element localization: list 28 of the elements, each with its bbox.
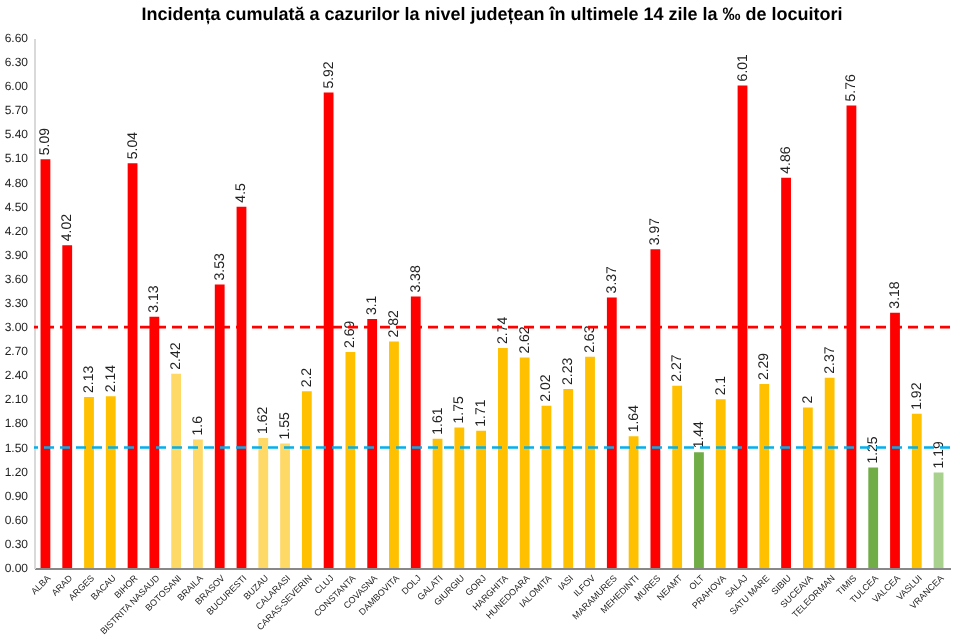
- bar: [802, 407, 813, 568]
- bar: [280, 443, 290, 568]
- bar: [476, 430, 487, 568]
- bar: [824, 377, 835, 568]
- bar: [193, 439, 203, 568]
- bar: [694, 452, 704, 568]
- bar: [519, 357, 530, 568]
- bar: [171, 373, 182, 568]
- bar: [585, 356, 595, 568]
- bar: [563, 388, 574, 568]
- bar: [628, 436, 639, 568]
- bar: [933, 472, 944, 568]
- bar: [868, 467, 879, 568]
- bar: [759, 384, 770, 568]
- bar: [432, 438, 443, 568]
- bar: [345, 351, 356, 568]
- bar: [454, 427, 465, 568]
- bar: [911, 413, 922, 568]
- bar: [497, 347, 508, 568]
- bar: [541, 405, 552, 568]
- bar: [715, 399, 726, 568]
- bar: [258, 437, 269, 568]
- bar: [84, 396, 94, 568]
- chart-title: Incidența cumulată a cazurilor la nivel județean în ultimele 14 zile la ‰ de locuitori: [141, 4, 843, 26]
- bar: [672, 385, 683, 568]
- bar: [301, 391, 312, 568]
- bar: [389, 341, 399, 568]
- bar: [105, 396, 116, 568]
